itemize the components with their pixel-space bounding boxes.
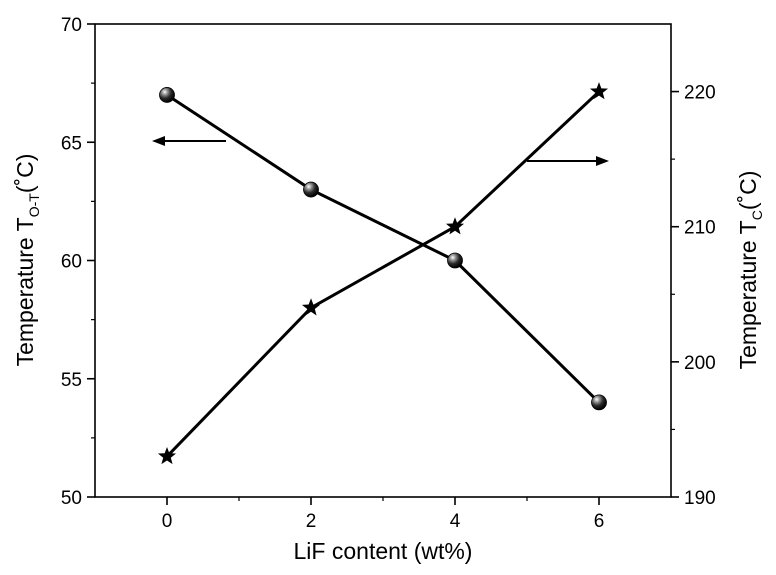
right-y-axis-title: Temperature TC(˚C) bbox=[735, 171, 765, 370]
right-axis-arrow bbox=[527, 156, 609, 166]
left-y-tick-label: 50 bbox=[61, 488, 82, 509]
series-markers bbox=[157, 82, 609, 465]
left-y-tick-label: 65 bbox=[61, 133, 82, 154]
left-y-axis-title-main: Temperature T bbox=[12, 217, 38, 366]
right-y-axis-ticks: 190 200 210 220 bbox=[671, 83, 716, 509]
right-y-tick-label: 200 bbox=[684, 353, 716, 374]
left-y-axis-title-sub: O-T bbox=[26, 193, 42, 218]
x-tick-label: 6 bbox=[594, 511, 605, 532]
star-marker bbox=[589, 82, 609, 100]
sphere-marker bbox=[447, 252, 463, 269]
x-tick-label: 2 bbox=[306, 511, 317, 532]
star-marker bbox=[157, 446, 177, 465]
left-y-axis-ticks: 50 55 60 65 70 bbox=[61, 15, 95, 509]
right-y-tick-label: 210 bbox=[684, 218, 716, 239]
sphere-marker bbox=[159, 87, 175, 103]
right-y-tick-label: 220 bbox=[684, 83, 716, 104]
star-marker bbox=[301, 298, 321, 316]
left-y-axis-title-unit: (˚C) bbox=[12, 154, 38, 194]
right-y-axis-title-unit: (˚C) bbox=[735, 171, 761, 211]
series-line-left-axis bbox=[166, 93, 601, 404]
left-y-tick-label: 55 bbox=[61, 370, 82, 391]
star-marker bbox=[445, 217, 465, 235]
x-axis-ticks: 0 2 4 6 bbox=[162, 497, 605, 532]
sphere-marker bbox=[303, 181, 319, 198]
plot-frame bbox=[94, 23, 672, 498]
series-line-right-axis bbox=[165, 90, 601, 458]
x-tick-label: 4 bbox=[450, 511, 461, 532]
series-lines bbox=[165, 90, 601, 458]
left-y-tick-label: 60 bbox=[61, 252, 82, 273]
right-y-tick-label: 190 bbox=[684, 488, 716, 509]
left-y-axis-title: Temperature TO-T(˚C) bbox=[12, 154, 42, 367]
left-axis-arrow bbox=[152, 136, 226, 146]
left-y-tick-label: 70 bbox=[61, 15, 82, 36]
x-axis-title: LiF content (wt%) bbox=[294, 538, 473, 564]
right-y-axis-title-main: Temperature T bbox=[735, 220, 761, 369]
x-tick-label: 0 bbox=[162, 511, 173, 532]
right-y-axis-title-sub: C bbox=[749, 210, 765, 220]
sphere-marker bbox=[591, 394, 607, 411]
